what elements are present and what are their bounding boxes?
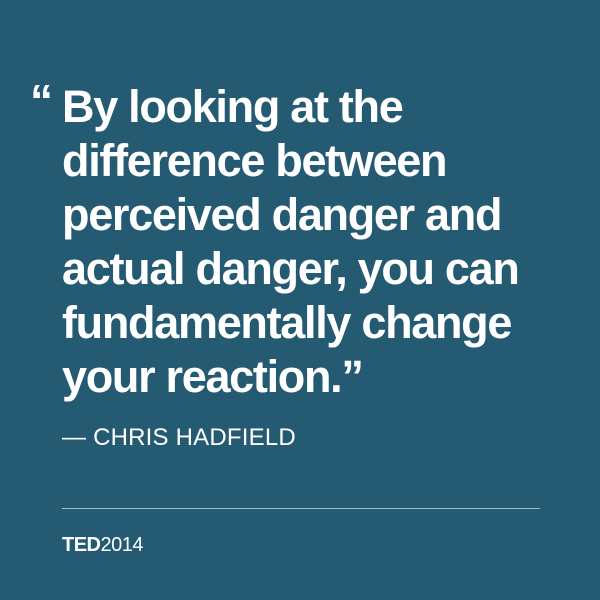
- quote-text: By looking at the difference between per…: [62, 80, 582, 404]
- quote-line: actual danger, you can: [62, 243, 520, 294]
- quote-line: By looking at the: [62, 81, 404, 132]
- quote-line: your reaction.”: [62, 351, 364, 402]
- quote-line: difference between: [62, 135, 448, 186]
- opening-quote-mark: “: [30, 75, 53, 127]
- quote-attribution: — CHRIS HADFIELD: [62, 424, 296, 451]
- event-logo: TED2014: [62, 535, 143, 555]
- event-year: 2014: [100, 534, 144, 556]
- footer-divider: [62, 508, 540, 509]
- quote-line: perceived danger and: [62, 189, 502, 240]
- quote-line: fundamentally change: [62, 297, 512, 348]
- ted-wordmark: TED: [62, 534, 101, 556]
